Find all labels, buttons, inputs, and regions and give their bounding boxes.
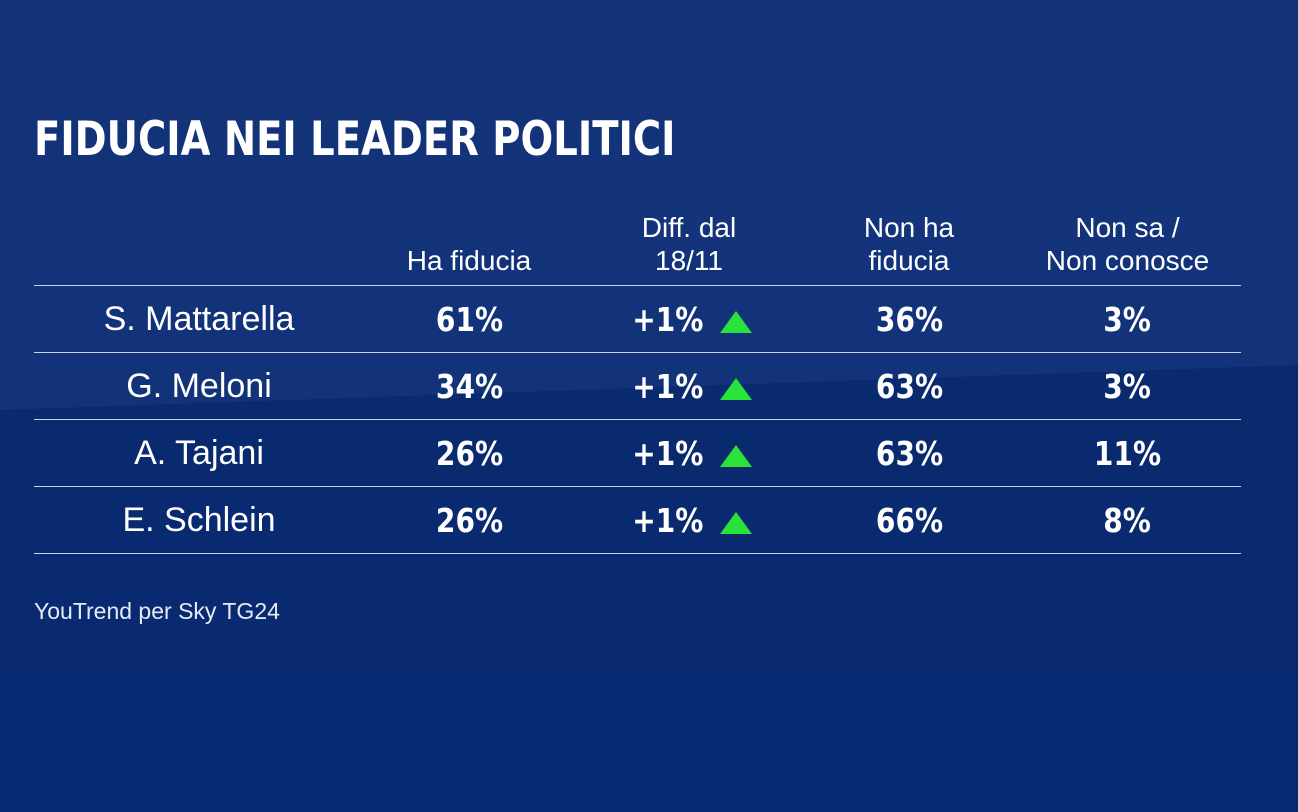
ha-fiducia-value: 34% [364, 352, 574, 420]
up-triangle-icon [719, 511, 752, 534]
header-name [34, 205, 364, 286]
header-non-sa: Non sa / Non conosce [1045, 212, 1210, 276]
header-ha-fiducia: Ha fiducia [406, 245, 532, 276]
non-sa-value: 3% [1014, 285, 1241, 353]
header-non-ha-fiducia: Non ha fiducia [863, 212, 955, 276]
non-ha-fiducia-value: 63% [804, 352, 1014, 420]
table-row: G. Meloni 34% +1% 63% 3% [34, 352, 1241, 420]
leader-name: G. Meloni [34, 352, 364, 420]
header-diff: Diff. dal 18/11 [641, 212, 737, 276]
page-title: FIDUCIA NEI LEADER POLITICI [34, 112, 676, 167]
table-row: A. Tajani 26% +1% 63% 11% [34, 419, 1241, 487]
diff-value: +1% [574, 419, 804, 487]
table-row: E. Schlein 26% +1% 66% 8% [34, 486, 1241, 554]
diff-value: +1% [574, 486, 804, 554]
ha-fiducia-value: 61% [364, 285, 574, 353]
poll-table: Ha fiducia Diff. dal 18/11 Non ha fiduci… [34, 205, 1241, 554]
non-sa-value: 11% [1014, 419, 1241, 487]
non-ha-fiducia-value: 66% [804, 486, 1014, 554]
up-triangle-icon [719, 310, 752, 333]
non-ha-fiducia-value: 36% [804, 285, 1014, 353]
non-sa-value: 3% [1014, 352, 1241, 420]
up-triangle-icon [719, 377, 752, 400]
diff-value: +1% [574, 285, 804, 353]
ha-fiducia-value: 26% [364, 486, 574, 554]
diff-value: +1% [574, 352, 804, 420]
leader-name: A. Tajani [34, 419, 364, 487]
leader-name: E. Schlein [34, 486, 364, 554]
table-row: S. Mattarella 61% +1% 36% 3% [34, 285, 1241, 353]
source-note: YouTrend per Sky TG24 [34, 598, 280, 624]
up-triangle-icon [719, 444, 752, 467]
ha-fiducia-value: 26% [364, 419, 574, 487]
table-header-row: Ha fiducia Diff. dal 18/11 Non ha fiduci… [34, 205, 1241, 286]
non-ha-fiducia-value: 63% [804, 419, 1014, 487]
leader-name: S. Mattarella [34, 285, 364, 353]
non-sa-value: 8% [1014, 486, 1241, 554]
